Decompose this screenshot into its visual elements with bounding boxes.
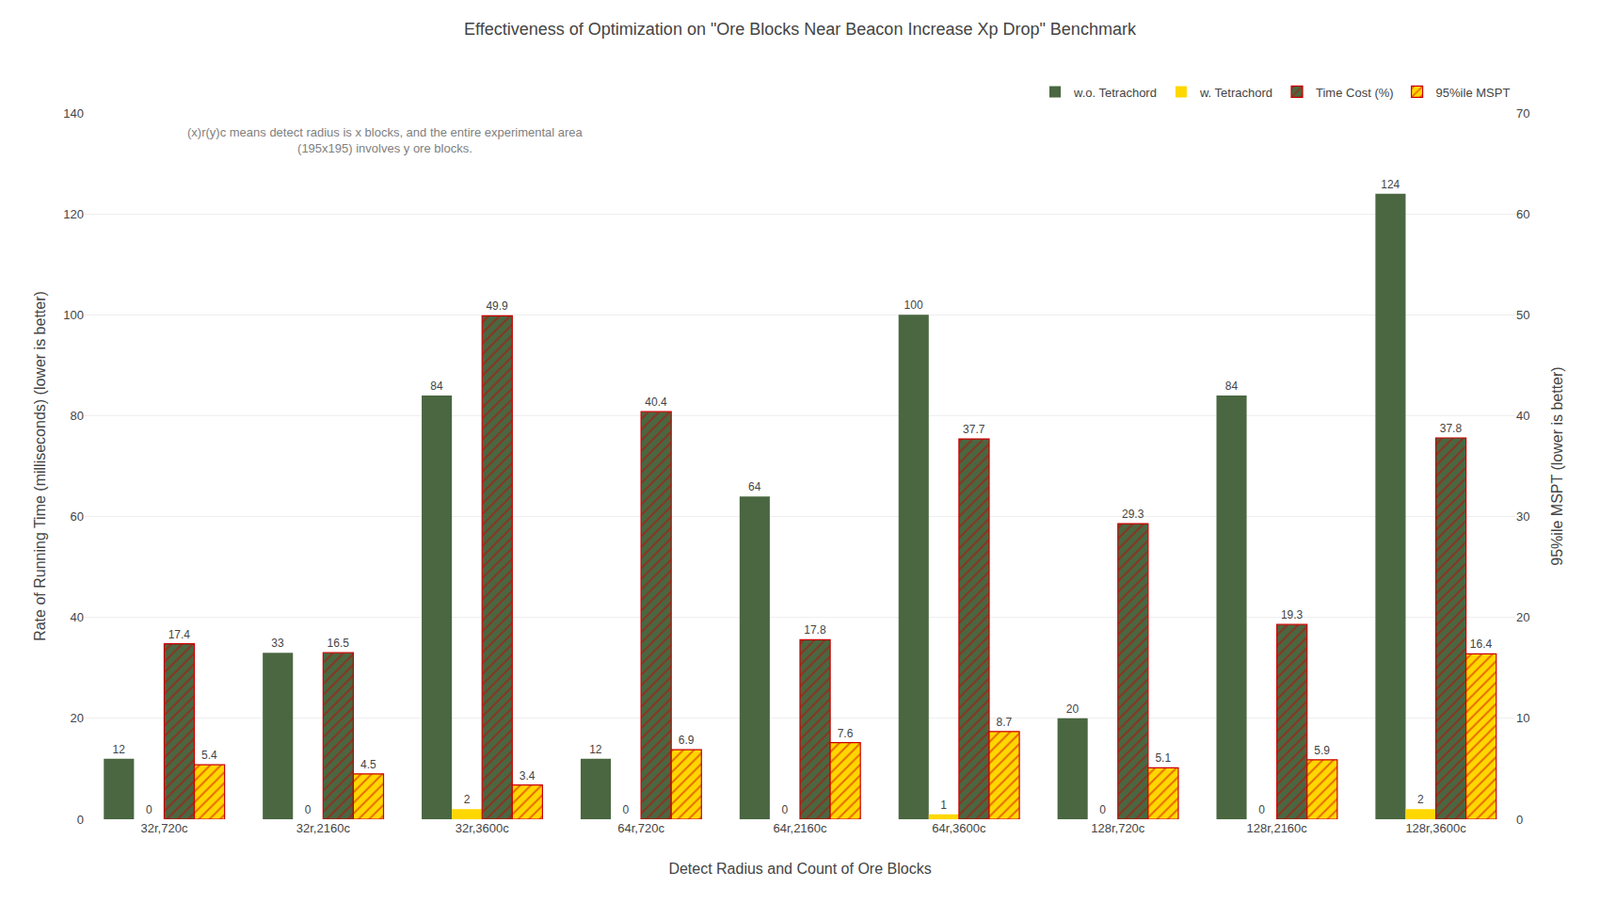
svg-text:37.8: 37.8 <box>1440 421 1463 435</box>
svg-text:2: 2 <box>1417 792 1424 806</box>
svg-text:w.o. Tetrachord: w.o. Tetrachord <box>1072 85 1157 100</box>
svg-text:32r,720c: 32r,720c <box>141 820 189 835</box>
svg-text:17.4: 17.4 <box>168 627 192 641</box>
svg-text:124: 124 <box>1380 177 1400 192</box>
svg-text:7.6: 7.6 <box>837 726 854 740</box>
svg-text:140: 140 <box>63 106 84 121</box>
svg-text:37.7: 37.7 <box>962 422 986 436</box>
svg-text:100: 100 <box>904 298 924 312</box>
svg-text:40: 40 <box>70 609 84 624</box>
svg-text:0: 0 <box>623 802 630 816</box>
svg-text:100: 100 <box>63 307 84 322</box>
svg-text:60: 60 <box>1516 207 1530 222</box>
svg-text:40: 40 <box>1516 408 1530 423</box>
svg-text:64r,3600c: 64r,3600c <box>931 820 987 835</box>
svg-text:w. Tetrachord: w. Tetrachord <box>1199 85 1273 100</box>
svg-text:0: 0 <box>1099 802 1106 816</box>
svg-text:5.4: 5.4 <box>201 748 218 762</box>
svg-text:0: 0 <box>1258 802 1265 816</box>
svg-text:5.9: 5.9 <box>1313 743 1330 757</box>
svg-text:120: 120 <box>63 207 84 222</box>
svg-text:17.8: 17.8 <box>803 623 827 637</box>
svg-text:80: 80 <box>70 408 84 423</box>
svg-text:30: 30 <box>1516 509 1530 524</box>
svg-text:60: 60 <box>70 509 84 524</box>
svg-text:Rate of Running Time (millisec: Rate of Running Time (milliseconds) (low… <box>32 290 48 641</box>
svg-text:32r,2160c: 32r,2160c <box>296 820 352 835</box>
svg-text:19.3: 19.3 <box>1280 608 1304 622</box>
svg-text:Effectiveness of Optimization: Effectiveness of Optimization on "Ore Bl… <box>464 19 1137 39</box>
svg-text:(x)r(y)c means detect radius i: (x)r(y)c means detect radius is x blocks… <box>187 125 584 156</box>
svg-text:70: 70 <box>1516 106 1530 121</box>
svg-text:8.7: 8.7 <box>996 715 1013 729</box>
svg-text:64r,720c: 64r,720c <box>617 820 665 835</box>
svg-text:1: 1 <box>940 798 947 812</box>
svg-text:16.5: 16.5 <box>327 636 351 650</box>
svg-text:Detect Radius and Count of Ore: Detect Radius and Count of Ore Blocks <box>668 860 931 877</box>
svg-text:3.4: 3.4 <box>519 768 536 783</box>
svg-text:0: 0 <box>781 802 788 816</box>
svg-text:95%ile MSPT (lower is better): 95%ile MSPT (lower is better) <box>1549 366 1566 565</box>
svg-text:12: 12 <box>589 742 603 756</box>
svg-text:2: 2 <box>464 792 471 806</box>
svg-text:49.9: 49.9 <box>485 299 509 313</box>
svg-text:16.4: 16.4 <box>1470 637 1493 651</box>
svg-text:6.9: 6.9 <box>678 733 695 747</box>
svg-text:33: 33 <box>271 636 285 650</box>
svg-text:84: 84 <box>430 379 444 393</box>
svg-text:128r,3600c: 128r,3600c <box>1405 820 1467 835</box>
svg-text:40.4: 40.4 <box>644 395 668 409</box>
svg-text:128r,2160c: 128r,2160c <box>1246 820 1308 835</box>
svg-text:84: 84 <box>1225 379 1239 393</box>
svg-text:20: 20 <box>1516 609 1530 624</box>
svg-text:29.3: 29.3 <box>1121 507 1145 521</box>
svg-text:0: 0 <box>304 802 312 816</box>
svg-text:32r,3600c: 32r,3600c <box>455 820 511 835</box>
svg-text:Time Cost (%): Time Cost (%) <box>1315 85 1394 100</box>
svg-text:4.5: 4.5 <box>360 757 377 771</box>
svg-text:95%ile MSPT: 95%ile MSPT <box>1436 85 1511 100</box>
svg-text:0: 0 <box>145 802 153 816</box>
svg-text:20: 20 <box>70 710 84 725</box>
svg-text:12: 12 <box>112 742 126 756</box>
svg-text:10: 10 <box>1516 710 1530 725</box>
svg-text:128r,720c: 128r,720c <box>1090 820 1146 835</box>
svg-text:64: 64 <box>748 480 762 494</box>
svg-text:20: 20 <box>1066 702 1080 716</box>
svg-text:0: 0 <box>77 812 84 827</box>
svg-text:5.1: 5.1 <box>1154 751 1171 765</box>
svg-text:0: 0 <box>1516 812 1523 827</box>
svg-text:50: 50 <box>1516 307 1530 322</box>
svg-text:64r,2160c: 64r,2160c <box>772 820 828 835</box>
